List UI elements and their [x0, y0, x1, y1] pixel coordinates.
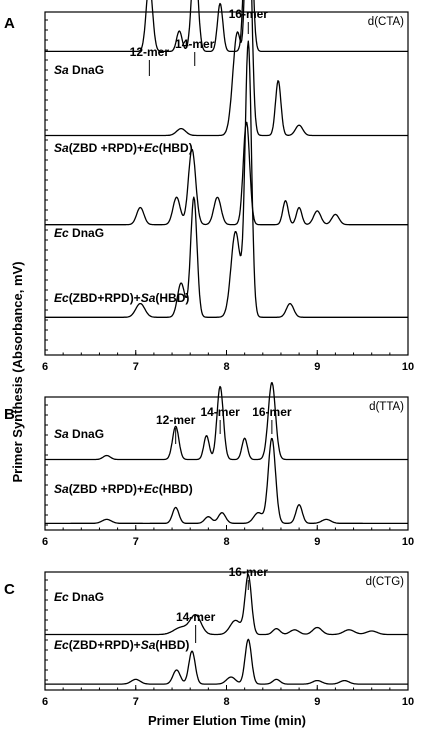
template-label: d(CTA)	[368, 16, 404, 28]
x-tick-label: 7	[133, 536, 139, 548]
x-tick-label: 6	[42, 696, 48, 708]
x-tick-label: 6	[42, 536, 48, 548]
template-label: d(CTG)	[366, 576, 405, 588]
trace-line	[45, 437, 408, 525]
trace-line	[45, 0, 408, 53]
x-tick-label: 9	[314, 536, 320, 548]
peak-label: 12-mer	[130, 45, 170, 59]
trace-line	[45, 573, 408, 636]
trace-line	[45, 40, 408, 318]
series-label: Ec(ZBD+RPD)+Sa(HBD)	[54, 291, 189, 305]
x-tick-label: 9	[314, 361, 320, 373]
trace-line	[45, 121, 408, 226]
peak-label: 16-mer	[252, 405, 292, 419]
series-label: Sa(ZBD +RPD)+Ec(HBD)	[54, 141, 193, 155]
series-label: Sa DnaG	[54, 63, 104, 77]
peak-label: 14-mer	[176, 610, 216, 624]
x-tick-label: 10	[402, 536, 414, 548]
panel-letter: A	[4, 15, 15, 32]
series-label: Sa(ZBD +RPD)+Ec(HBD)	[54, 482, 193, 496]
x-tick-label: 8	[223, 361, 229, 373]
series-label: Ec DnaG	[54, 590, 104, 604]
peak-label: 14-mer	[200, 405, 240, 419]
series-label: Ec(ZBD+RPD)+Sa(HBD)	[54, 638, 189, 652]
x-axis-title: Primer Elution Time (min)	[148, 713, 306, 728]
x-tick-label: 9	[314, 696, 320, 708]
x-tick-label: 6	[42, 361, 48, 373]
template-label: d(TTA)	[369, 401, 404, 413]
panel-letter: B	[4, 406, 15, 423]
peak-label: 16-mer	[229, 565, 269, 579]
x-tick-label: 7	[133, 361, 139, 373]
y-axis-title: Primer Synthesis (Absorbance, mV)	[10, 261, 25, 482]
peak-label: 14-mer	[175, 37, 215, 51]
peak-label: 12-mer	[156, 413, 196, 427]
trace-line	[45, 0, 408, 137]
x-tick-label: 10	[402, 696, 414, 708]
trace-line	[45, 382, 408, 461]
panel-letter: C	[4, 581, 15, 598]
x-tick-label: 7	[133, 696, 139, 708]
series-label: Sa DnaG	[54, 427, 104, 441]
peak-label: 16-mer	[229, 7, 269, 21]
series-label: Ec DnaG	[54, 226, 104, 240]
trace-line	[45, 638, 408, 685]
x-tick-label: 8	[223, 696, 229, 708]
x-tick-label: 8	[223, 536, 229, 548]
x-tick-label: 10	[402, 361, 414, 373]
